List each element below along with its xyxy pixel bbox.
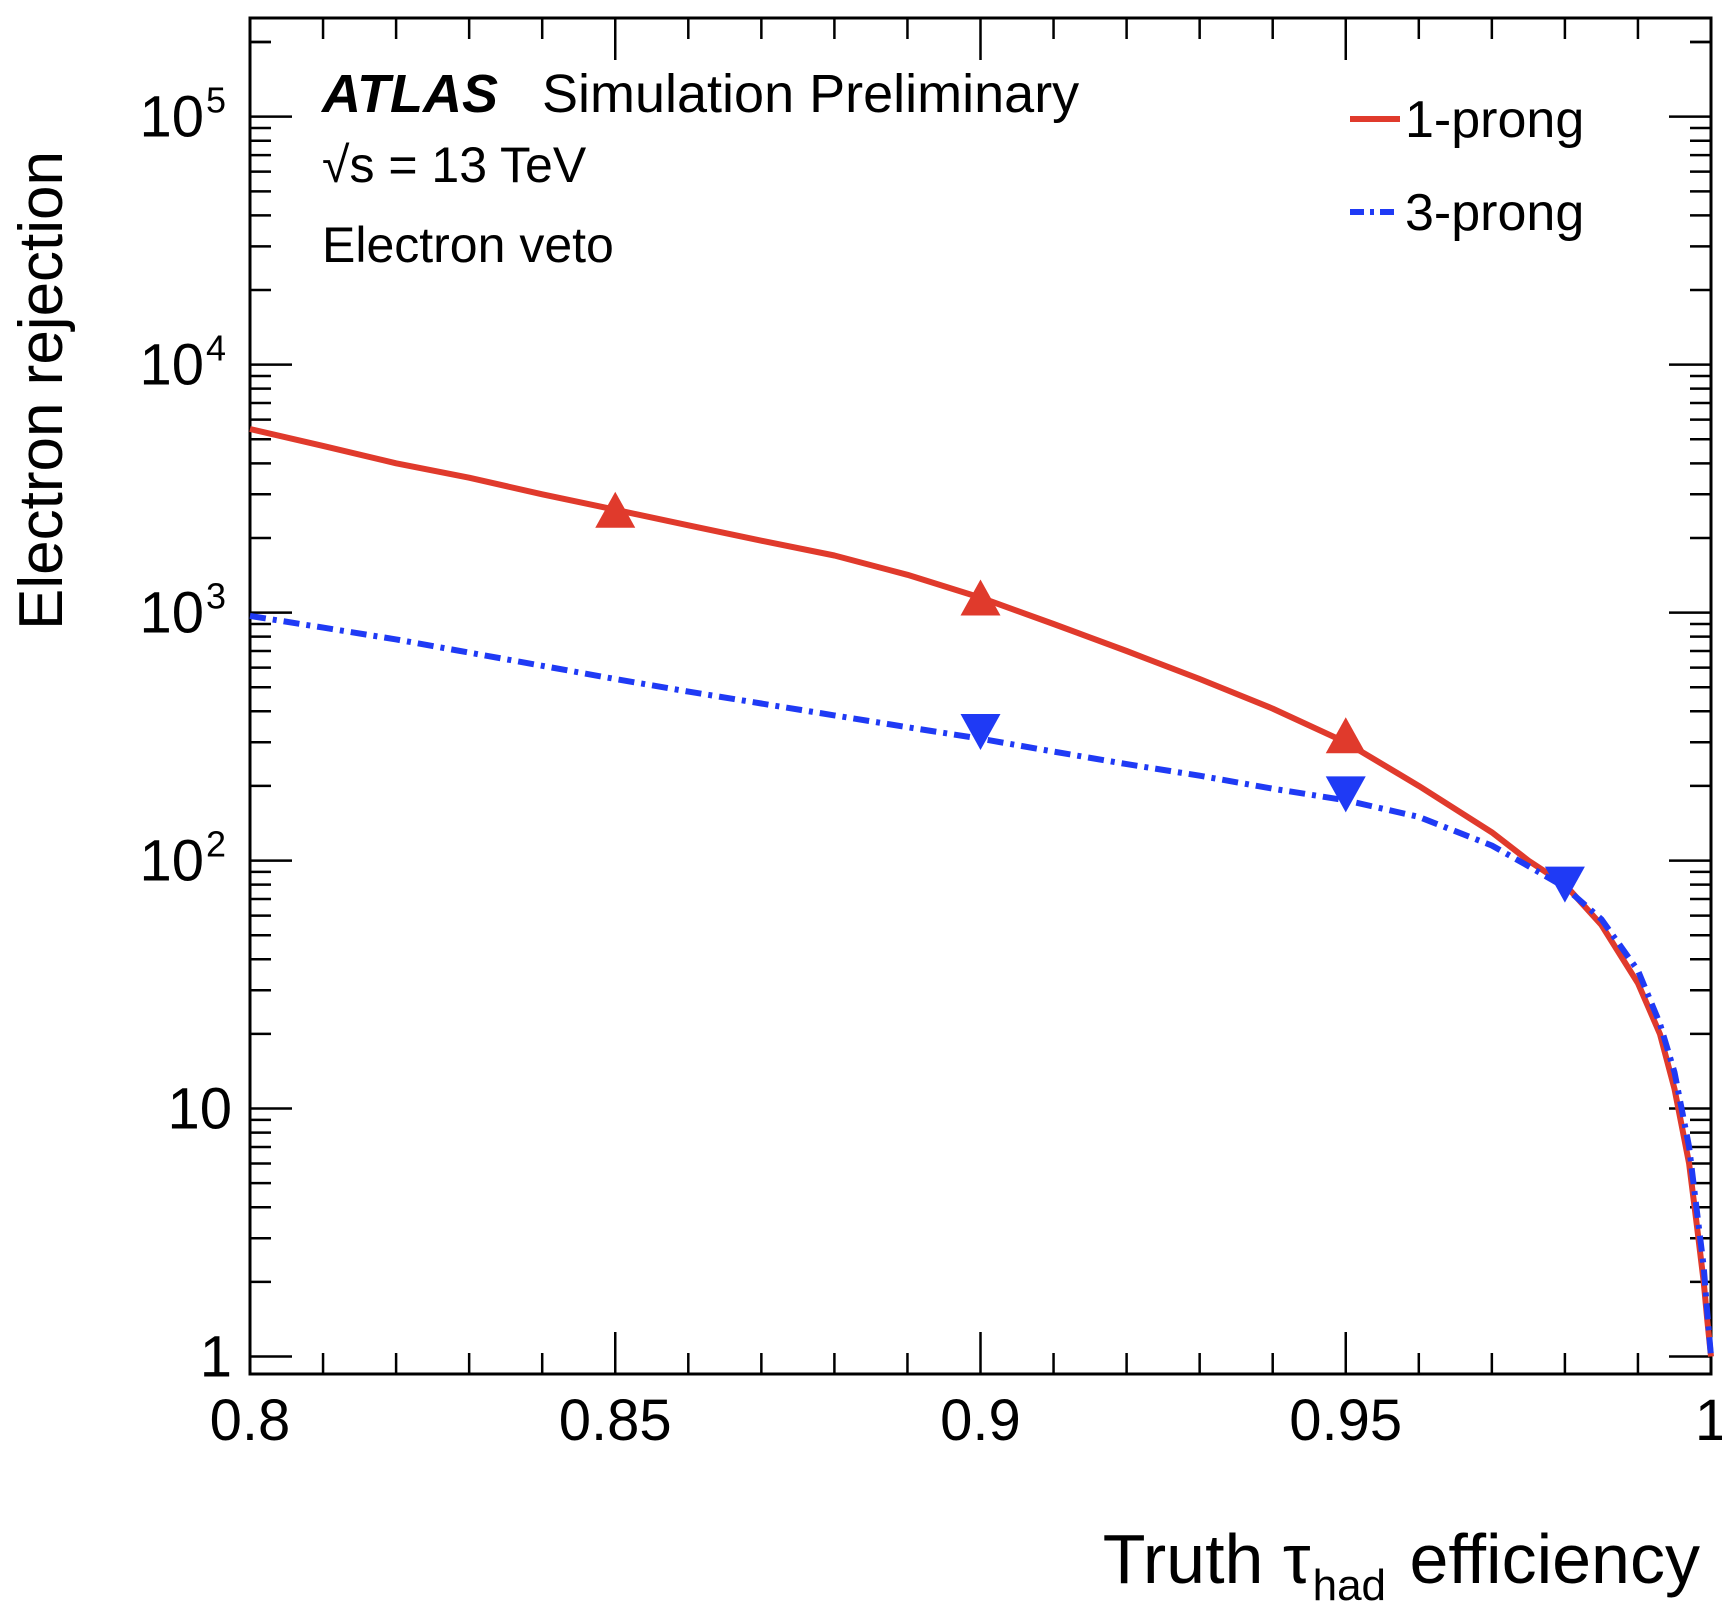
x-axis-title: Truth τ had efficiency — [1103, 1520, 1700, 1608]
selection-label: Electron veto — [322, 217, 614, 273]
marker-1-prong — [960, 579, 1001, 616]
x-tick-label: 0.9 — [940, 1388, 1021, 1453]
marker-1-prong — [1325, 717, 1366, 754]
x-tick-labels: 0.8 0.85 0.9 0.95 1 — [210, 1388, 1722, 1453]
y-tick-label-exponent: 3 — [206, 576, 226, 617]
marker-3-prong — [1325, 776, 1366, 813]
x-axis-title-tail: efficiency — [1390, 1520, 1700, 1598]
x-tick-label: 0.85 — [559, 1388, 672, 1453]
marker-3-prong — [960, 713, 1001, 750]
experiment-label: ATLAS — [320, 64, 498, 124]
legend: 1-prong 3-prong — [1350, 91, 1584, 242]
x-axis-title-subscript: had — [1313, 1561, 1386, 1608]
series-lines — [249, 426, 1714, 1357]
axis-ticks — [248, 18, 1713, 1374]
x-tick-label: 0.8 — [210, 1388, 291, 1453]
marker-1-prong — [595, 491, 636, 528]
x-tick-label: 1 — [1695, 1388, 1722, 1453]
marker-3-prong — [1544, 866, 1585, 903]
energy-label: √s = 13 TeV — [322, 137, 587, 193]
y-tick-label: 10 — [139, 333, 204, 398]
y-tick-label-exponent: 2 — [206, 824, 226, 865]
series-line-1-prong — [249, 426, 1714, 1357]
x-axis-title-main: Truth τ — [1103, 1520, 1311, 1598]
x-tick-label: 0.95 — [1289, 1388, 1402, 1453]
legend-label-1prong: 1-prong — [1405, 91, 1584, 149]
series-markers — [595, 491, 1585, 903]
y-tick-label: 10 — [139, 85, 204, 150]
legend-label-3prong: 3-prong — [1405, 184, 1584, 242]
y-tick-label: 1 — [200, 1324, 232, 1389]
y-tick-label-exponent: 4 — [206, 328, 226, 369]
y-tick-label-exponent: 5 — [206, 80, 226, 121]
y-tick-label: 10 — [139, 581, 204, 646]
series-line-3-prong — [249, 612, 1714, 1357]
y-tick-label: 10 — [139, 829, 204, 894]
y-axis-title: Electron rejection — [7, 151, 76, 630]
experiment-sublabel: Simulation Preliminary — [542, 64, 1079, 124]
y-tick-label: 10 — [167, 1077, 232, 1142]
